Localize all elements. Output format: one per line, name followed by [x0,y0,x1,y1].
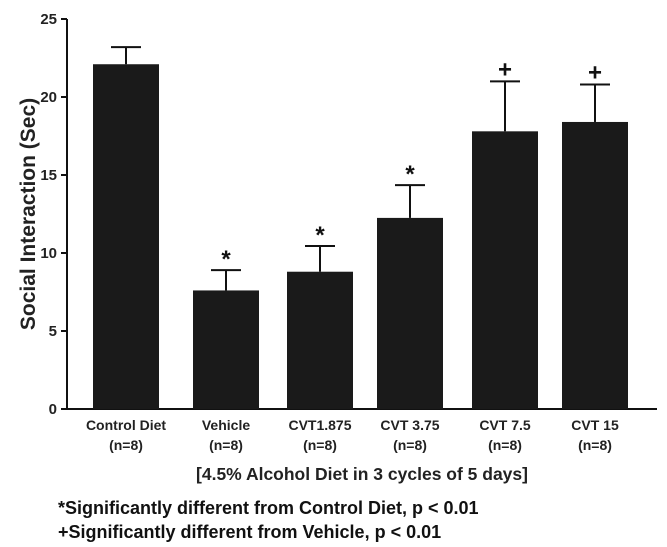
y-tick-label: 25 [40,11,57,28]
bar-chart: 0 5 10 15 20 25 Control Diet (n=8) * Vehicle (n=8)… [17,11,657,484]
category-label: Control Diet [86,417,166,433]
significance-marker: + [498,56,512,83]
significance-marker: * [405,161,415,188]
bar [287,271,353,409]
bar [562,121,628,410]
footnote-vehicle-significance: +Significantly different from Vehicle, p… [58,522,442,542]
category-label: CVT1.875 [288,417,351,433]
y-tick-label: 5 [49,323,57,340]
y-tick-label: 0 [49,401,57,418]
significance-marker: * [315,222,325,249]
category-label: Vehicle [202,417,250,433]
category-n-label: (n=8) [209,437,243,453]
category-label: CVT 15 [571,417,619,433]
footnote-control-significance: *Significantly different from Control Di… [58,498,479,518]
y-axis-title: Social Interaction (Sec) [17,98,40,330]
significance-marker: * [221,246,231,273]
bar [472,131,538,409]
category-n-label: (n=8) [303,437,337,453]
significance-marker: + [588,60,602,87]
x-axis-title: [4.5% Alcohol Diet in 3 cycles of 5 days… [196,464,528,484]
category-label: CVT 3.75 [380,417,439,433]
category-n-label: (n=8) [488,437,522,453]
category-n-label: (n=8) [393,437,427,453]
category-label: CVT 7.5 [479,417,531,433]
y-tick-label: 10 [40,245,57,262]
bar [93,64,159,410]
category-n-label: (n=8) [109,437,143,453]
bar [193,290,259,409]
y-tick-label: 20 [40,89,57,106]
y-tick-label: 15 [40,167,57,184]
category-n-label: (n=8) [578,437,612,453]
bar [377,217,443,409]
